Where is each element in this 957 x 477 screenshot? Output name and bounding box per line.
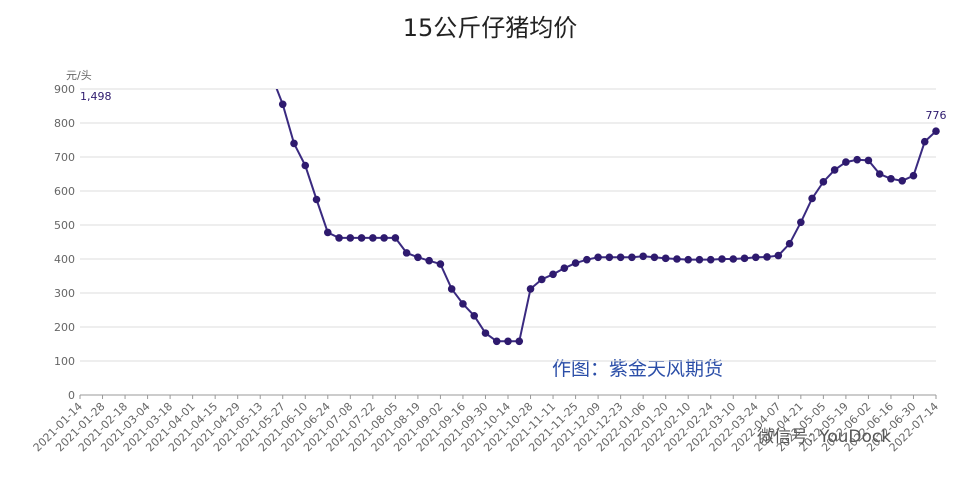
data-point (537, 275, 546, 284)
data-point (718, 255, 726, 263)
data-point (842, 158, 850, 166)
data-point (504, 337, 512, 346)
data-point (898, 177, 907, 185)
data-point (278, 100, 287, 109)
data-point (346, 234, 355, 242)
annotation: 作图：紫金天风期货 (552, 358, 723, 380)
y-tick-label: 600 (54, 185, 75, 198)
y-tick-label: 400 (54, 253, 75, 266)
data-point (932, 127, 940, 135)
data-point (740, 254, 749, 263)
y-tick-label: 0 (68, 389, 75, 402)
series-line (275, 89, 937, 343)
data-point (808, 194, 816, 203)
data-point (605, 253, 614, 262)
data-point (751, 253, 760, 262)
data-point (290, 139, 298, 148)
data-point (819, 178, 828, 186)
y-axis-label: 元/头 (66, 69, 92, 82)
data-point (223, 0, 231, 8)
data-point (447, 285, 456, 293)
data-point (571, 259, 580, 267)
data-point (650, 253, 659, 262)
data-point (481, 329, 490, 337)
data-point (492, 337, 501, 346)
data-point (864, 156, 873, 165)
y-tick-label: 800 (54, 117, 75, 130)
y-tick-label: 700 (54, 151, 75, 164)
data-point (436, 260, 445, 268)
data-point (245, 34, 253, 42)
data-point (639, 252, 647, 261)
data-point (797, 218, 805, 227)
data-point (616, 253, 625, 262)
data-point (887, 174, 895, 183)
data-point (380, 234, 388, 242)
data-point (628, 253, 636, 262)
data-label: 776 (926, 109, 947, 122)
data-point (774, 251, 783, 260)
data-point (515, 337, 524, 346)
data-point (234, 17, 242, 25)
data-point (256, 51, 264, 59)
data-point (594, 253, 602, 262)
data-point (661, 254, 670, 263)
y-tick-label: 200 (54, 321, 75, 334)
data-point (706, 255, 715, 264)
data-label: 1,498 (80, 90, 112, 103)
data-point (425, 256, 433, 265)
data-point (312, 195, 321, 204)
data-point (684, 255, 693, 264)
data-point (560, 264, 569, 272)
plot-area (223, 0, 940, 346)
data-point (301, 161, 310, 170)
data-point (785, 239, 794, 248)
data-point (875, 170, 884, 178)
data-point (729, 255, 738, 263)
data-point (549, 270, 557, 279)
data-point (391, 234, 400, 242)
watermark: 微信号: YouDock (757, 427, 891, 447)
y-tick-label: 900 (54, 83, 75, 96)
y-tick-label: 500 (54, 219, 75, 232)
data-point (673, 255, 681, 263)
data-point (526, 285, 535, 293)
data-point (695, 255, 704, 264)
data-point (414, 253, 422, 262)
data-point (335, 234, 343, 242)
data-point (459, 300, 467, 308)
data-point (402, 249, 411, 257)
data-point (853, 155, 861, 164)
y-tick-label: 300 (54, 287, 75, 300)
y-tick-label: 100 (54, 355, 75, 368)
data-point (357, 234, 366, 242)
data-point (583, 255, 591, 264)
data-point (909, 171, 918, 180)
data-point (268, 72, 276, 80)
data-point (369, 234, 377, 242)
data-point (920, 137, 929, 146)
data-point (763, 253, 771, 261)
chart-title: 15公斤仔猪均价 (403, 14, 578, 42)
data-point (323, 228, 332, 237)
data-point (830, 166, 839, 174)
data-point (470, 311, 479, 320)
